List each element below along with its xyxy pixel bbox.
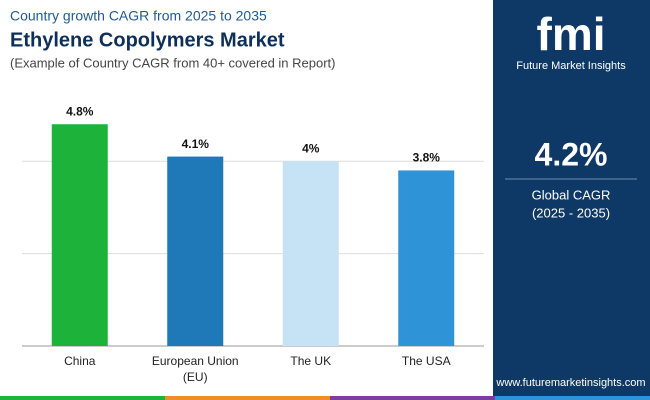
bar [282, 161, 339, 346]
value-label: 3.8% [413, 151, 441, 165]
highlight-label: Global CAGR [532, 187, 611, 202]
website: www.futuremarketinsights.com [495, 377, 645, 389]
stripe [0, 396, 165, 400]
chart-subtitle: Ethylene Copolymers Market [10, 29, 285, 51]
x-tick-label: China [64, 354, 96, 368]
side-panel [493, 0, 650, 400]
bar [398, 170, 455, 346]
stripe [495, 396, 650, 400]
x-tick-label: The UK [290, 354, 332, 368]
stripe [330, 396, 495, 400]
value-label: 4.1% [182, 137, 210, 151]
logo: fmi [537, 8, 606, 60]
stripe [165, 396, 330, 400]
value-label: 4.8% [66, 104, 94, 118]
x-tick-label: The USA [401, 354, 451, 368]
highlight-period: (2025 - 2035) [532, 205, 610, 220]
brand: Future Market Insights [516, 60, 626, 72]
x-tick-label: European Union (EU) [151, 354, 239, 384]
value-label: 4% [302, 141, 320, 155]
bar [167, 156, 224, 346]
bar [51, 124, 108, 347]
chart-title: Country growth CAGR from 2025 to 2035 [10, 8, 267, 24]
chart-note: (Example of Country CAGR from 40+ covere… [10, 55, 336, 70]
highlight-value: 4.2% [535, 136, 608, 172]
